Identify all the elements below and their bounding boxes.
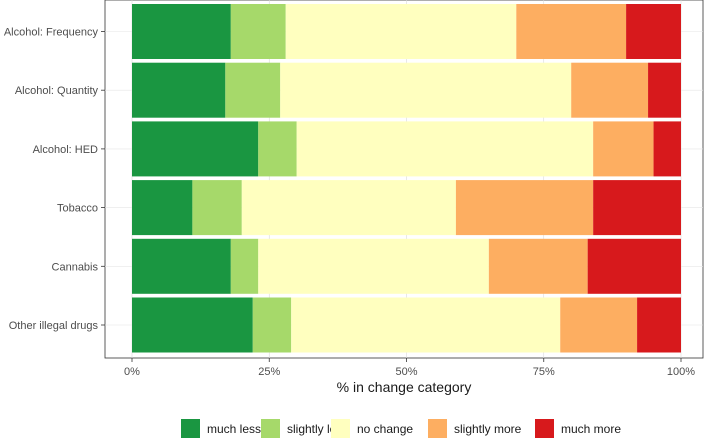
bar-segment-slightly-less	[192, 180, 242, 236]
bar-segment-no-change	[280, 62, 572, 118]
x-tick-label: 100%	[667, 366, 695, 378]
bar-segment-much-less	[132, 238, 231, 294]
x-axis-labels: 0% 25% 50% 75% 100%	[124, 358, 695, 378]
legend-key-slightly-more	[428, 419, 447, 438]
legend-key-much-more	[535, 419, 554, 438]
x-tick-label: 75%	[533, 366, 555, 378]
bar-segment-slightly-more	[488, 238, 588, 294]
y-tick-label: Tobacco	[57, 203, 98, 215]
bar-segment-much-less	[132, 62, 226, 118]
bar-segment-much-more	[648, 62, 681, 118]
y-axis-labels: Alcohol: Frequency Alcohol: Quantity Alcoh…	[4, 27, 105, 332]
x-tick-label: 50%	[395, 366, 417, 378]
bar-segment-no-change	[258, 238, 489, 294]
bar-segment-much-less	[132, 180, 193, 236]
y-tick-label: Alcohol: HED	[33, 144, 98, 156]
legend-label: slightly more	[454, 422, 522, 436]
bar-segment-much-less	[132, 4, 231, 59]
x-axis-title: % in change category	[337, 379, 472, 395]
bar-segment-no-change	[296, 121, 594, 177]
bar-segment-much-more	[637, 297, 681, 353]
bar-segment-much-more	[587, 238, 681, 294]
bar-segment-slightly-less	[252, 297, 292, 353]
bar-segment-slightly-less	[225, 62, 281, 118]
legend-label: much more	[561, 422, 621, 436]
legend-key-no-change	[331, 419, 350, 438]
y-tick-label: Alcohol: Quantity	[15, 85, 99, 97]
y-tick-label: Cannabis	[52, 261, 99, 273]
legend-key-slightly-less	[261, 419, 280, 438]
bar-segment-much-more	[593, 180, 681, 236]
bars	[132, 4, 681, 353]
bar-segment-no-change	[291, 297, 561, 353]
bar-segment-slightly-less	[230, 238, 259, 294]
bar-segment-slightly-more	[571, 62, 649, 118]
bar-segment-much-more	[626, 4, 681, 59]
y-tick-label: Alcohol: Frequency	[4, 27, 99, 39]
bar-segment-slightly-less	[258, 121, 297, 177]
bar-segment-slightly-more	[516, 4, 627, 59]
bar-segment-slightly-less	[230, 4, 286, 59]
bar-segment-slightly-more	[593, 121, 654, 177]
bar-segment-much-less	[132, 121, 259, 177]
bar-segment-much-more	[653, 121, 681, 177]
bar-segment-no-change	[241, 180, 456, 236]
bar-segment-slightly-more	[455, 180, 594, 236]
legend-label: much less	[207, 422, 261, 436]
legend-key-much-less	[181, 419, 200, 438]
y-tick-label: Other illegal drugs	[9, 320, 99, 332]
bar-segment-slightly-more	[560, 297, 638, 353]
legend-label: no change	[357, 422, 413, 436]
bar-segment-no-change	[285, 4, 517, 59]
x-tick-label: 0%	[124, 366, 140, 378]
x-tick-label: 25%	[258, 366, 280, 378]
legend: much less slightly less no change slightly …	[181, 419, 621, 438]
bar-segment-much-less	[132, 297, 253, 353]
